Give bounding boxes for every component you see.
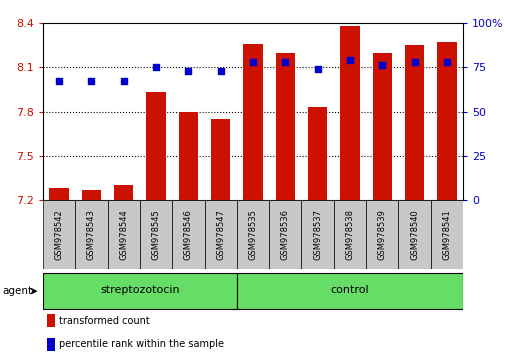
Text: agent: agent bbox=[3, 286, 33, 296]
Text: GSM978535: GSM978535 bbox=[248, 209, 257, 260]
Point bbox=[55, 79, 63, 84]
Text: GSM978537: GSM978537 bbox=[313, 209, 322, 260]
Point bbox=[442, 59, 450, 65]
Text: percentile rank within the sample: percentile rank within the sample bbox=[59, 339, 224, 349]
Point bbox=[216, 68, 224, 74]
Bar bbox=[140, 200, 172, 269]
Text: GSM978540: GSM978540 bbox=[409, 209, 418, 260]
Bar bbox=[365, 200, 397, 269]
Text: GSM978542: GSM978542 bbox=[55, 209, 64, 260]
Point bbox=[248, 59, 257, 65]
Bar bbox=[236, 273, 462, 309]
Bar bbox=[301, 200, 333, 269]
Bar bbox=[430, 200, 462, 269]
Point bbox=[87, 79, 95, 84]
Bar bbox=[146, 92, 166, 200]
Text: GSM978539: GSM978539 bbox=[377, 209, 386, 260]
Bar bbox=[243, 44, 262, 200]
Bar bbox=[211, 119, 230, 200]
Point bbox=[120, 79, 128, 84]
Text: GSM978544: GSM978544 bbox=[119, 209, 128, 260]
Point bbox=[152, 64, 160, 70]
Bar bbox=[397, 200, 430, 269]
Bar bbox=[82, 190, 101, 200]
Text: control: control bbox=[330, 285, 369, 295]
Text: GSM978543: GSM978543 bbox=[87, 209, 96, 260]
Text: streptozotocin: streptozotocin bbox=[100, 285, 179, 295]
Text: GSM978536: GSM978536 bbox=[280, 209, 289, 260]
Point bbox=[281, 59, 289, 65]
Point bbox=[410, 59, 418, 65]
Point bbox=[345, 57, 353, 63]
Point bbox=[377, 63, 385, 68]
Bar bbox=[236, 200, 269, 269]
Bar bbox=[436, 42, 456, 200]
Bar bbox=[333, 200, 365, 269]
Point bbox=[184, 68, 192, 74]
Bar bbox=[49, 188, 69, 200]
Text: transformed count: transformed count bbox=[59, 316, 149, 326]
Text: GSM978541: GSM978541 bbox=[441, 209, 450, 260]
Bar bbox=[372, 52, 391, 200]
Bar bbox=[75, 200, 108, 269]
Point bbox=[313, 66, 321, 72]
Bar bbox=[339, 26, 359, 200]
Text: GSM978545: GSM978545 bbox=[152, 209, 160, 260]
Bar bbox=[43, 273, 236, 309]
Bar bbox=[204, 200, 236, 269]
Bar bbox=[275, 52, 294, 200]
Bar bbox=[47, 338, 55, 350]
Text: GSM978546: GSM978546 bbox=[183, 209, 192, 260]
Text: GSM978547: GSM978547 bbox=[216, 209, 225, 260]
Bar bbox=[308, 107, 327, 200]
Bar bbox=[172, 200, 204, 269]
Bar bbox=[269, 200, 301, 269]
Bar bbox=[114, 185, 133, 200]
Bar bbox=[47, 314, 55, 327]
Bar bbox=[404, 45, 423, 200]
Bar bbox=[43, 200, 75, 269]
Bar bbox=[108, 200, 140, 269]
Text: GSM978538: GSM978538 bbox=[345, 209, 354, 260]
Bar bbox=[178, 112, 197, 200]
